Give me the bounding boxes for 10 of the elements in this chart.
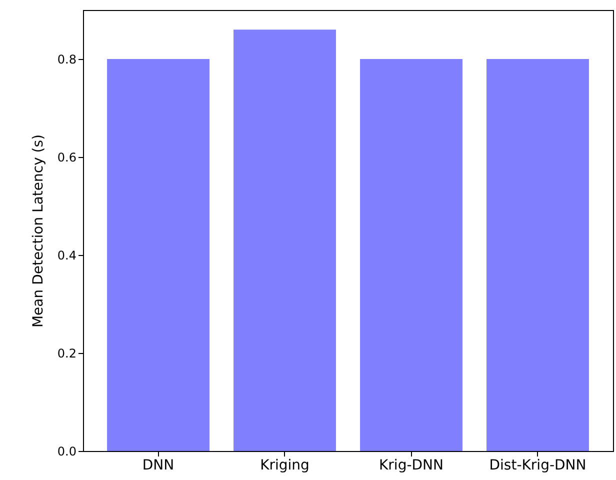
y-axis-title: Mean Detection Latency (s) (30, 134, 46, 328)
y-tick-label: 0.0 (57, 444, 76, 458)
x-tick-label: Krig-DNN (378, 458, 444, 474)
y-tick-label: 0.6 (57, 150, 76, 164)
x-tick-label: DNN (142, 458, 174, 474)
y-tick-label: 0.8 (57, 52, 76, 66)
x-tick-label: Kriging (260, 458, 310, 474)
y-tick-label: 0.2 (57, 346, 76, 360)
x-tick-label: Dist-Krig-DNN (489, 458, 586, 474)
y-tick-label: 0.4 (57, 248, 76, 262)
